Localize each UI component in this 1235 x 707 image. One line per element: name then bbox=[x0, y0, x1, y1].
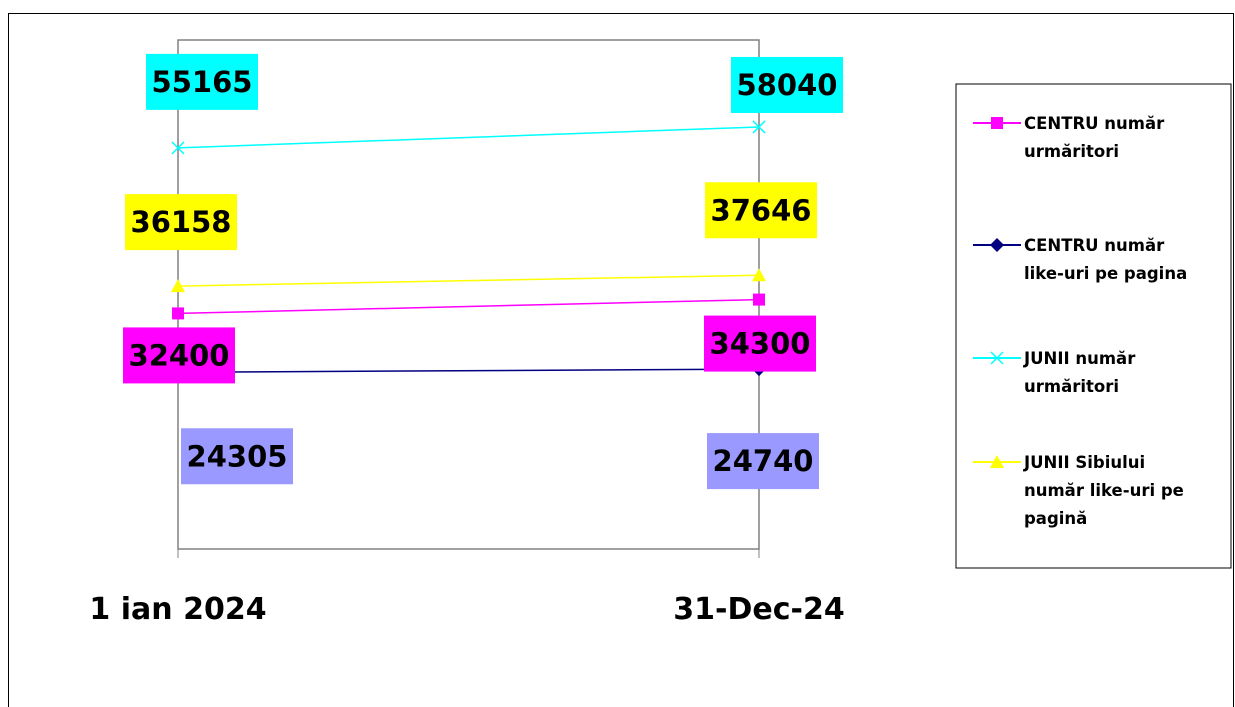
data-label-bg-s1-0 bbox=[123, 327, 235, 384]
series-line-s2 bbox=[177, 368, 760, 374]
legend-item-s1: CENTRU număr urmăritori bbox=[973, 114, 1165, 161]
legend-swatch-marker-s3 bbox=[990, 351, 1004, 365]
data-label-bg-s1-1 bbox=[704, 315, 816, 372]
x-axis: 1 ian 2024 31-Dec-24 bbox=[89, 549, 845, 627]
data-label-text-s2-1: 24740 bbox=[713, 444, 814, 478]
legend-label-s3-line-0: JUNII număr bbox=[1023, 349, 1136, 368]
data-point-s1-0 bbox=[172, 307, 184, 320]
data-label-text-s1-1: 34300 bbox=[710, 327, 811, 361]
data-label-s1-0: 32400 bbox=[123, 327, 235, 384]
data-label-s3-0: 55165 bbox=[146, 53, 258, 110]
legend-swatch-marker-s1 bbox=[991, 117, 1003, 129]
legend: CENTRU număr urmăritori CENTRU număr like-u… bbox=[955, 83, 1232, 569]
series-line-s1 bbox=[177, 298, 760, 315]
legend-item-s3: JUNII număr urmăritori bbox=[973, 349, 1136, 396]
data-label-bg-s3-0 bbox=[146, 53, 258, 110]
data-label-s2-1: 24740 bbox=[707, 433, 819, 490]
x-tick-label-0: 1 ian 2024 bbox=[89, 592, 266, 627]
series-s4 bbox=[171, 268, 766, 293]
data-label-layer: 32400 34300 24305 24740 55165 58040 36158 37646 bbox=[123, 53, 843, 490]
legend-label-s4-line-2: pagină bbox=[1024, 509, 1087, 528]
data-point-s3-0 bbox=[171, 141, 185, 155]
series-line-s4 bbox=[177, 274, 760, 287]
data-label-s2-0: 24305 bbox=[181, 428, 293, 485]
data-label-bg-s3-1 bbox=[731, 56, 843, 113]
legend-label-s2-line-0: CENTRU număr bbox=[1024, 236, 1165, 255]
legend-item-s4: JUNII Sibiului număr like-uri pe pagină bbox=[973, 453, 1184, 528]
data-label-s4-0: 36158 bbox=[125, 194, 237, 251]
data-point-s3-1 bbox=[752, 120, 766, 134]
data-label-text-s3-1: 58040 bbox=[737, 68, 838, 102]
data-label-text-s3-0: 55165 bbox=[152, 65, 253, 99]
data-label-bg-s2-0 bbox=[181, 428, 293, 485]
data-label-text-s2-0: 24305 bbox=[187, 439, 288, 473]
data-label-bg-s4-0 bbox=[125, 194, 237, 251]
data-label-s3-1: 58040 bbox=[731, 56, 843, 113]
data-point-s1-1 bbox=[753, 293, 765, 306]
series-layer bbox=[171, 120, 766, 380]
data-label-text-s4-0: 36158 bbox=[131, 205, 232, 239]
data-label-text-s1-0: 32400 bbox=[129, 338, 230, 372]
legend-label-s2-line-1: like-uri pe pagina bbox=[1024, 264, 1187, 283]
data-label-text-s4-1: 37646 bbox=[711, 193, 812, 227]
data-point-s4-0 bbox=[171, 279, 185, 293]
series-s2 bbox=[171, 362, 766, 380]
legend-label-s3-line-1: urmăritori bbox=[1024, 377, 1119, 396]
data-point-s4-1 bbox=[752, 268, 766, 282]
legend-swatch-marker-s4 bbox=[990, 455, 1004, 468]
series-s1 bbox=[172, 293, 765, 320]
data-label-s4-1: 37646 bbox=[705, 182, 817, 239]
data-label-bg-s2-1 bbox=[707, 433, 819, 490]
series-s3 bbox=[171, 120, 766, 155]
legend-label-s4-line-1: număr like-uri pe bbox=[1024, 481, 1184, 500]
series-line-s3 bbox=[177, 126, 760, 149]
x-tick-label-1: 31-Dec-24 bbox=[673, 592, 844, 627]
legend-item-s2: CENTRU număr like-uri pe pagina bbox=[973, 236, 1187, 283]
data-label-bg-s4-1 bbox=[705, 182, 817, 239]
legend-label-s4-line-0: JUNII Sibiului bbox=[1023, 453, 1145, 472]
chart-frame bbox=[8, 13, 1234, 707]
legend-swatch-marker-s2 bbox=[990, 238, 1004, 252]
legend-box bbox=[955, 83, 1232, 569]
legend-label-s1-line-1: urmăritori bbox=[1024, 142, 1119, 161]
legend-label-s1-line-0: CENTRU număr bbox=[1024, 114, 1165, 133]
data-label-s1-1: 34300 bbox=[704, 315, 816, 372]
